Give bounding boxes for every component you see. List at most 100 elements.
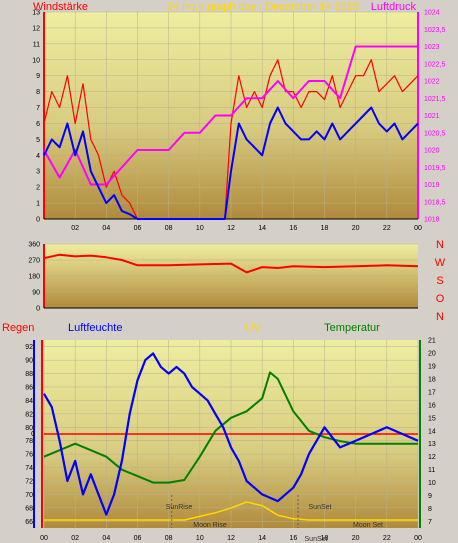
direction-tick-label: 360 [28, 242, 40, 249]
compass-letter: W [435, 257, 446, 269]
temperature-tick-label: 20 [428, 350, 436, 357]
y-left-tick-label: 6 [36, 121, 40, 128]
temperature-tick-label: 15 [428, 415, 436, 422]
y-right-tick-label: 1022,5 [424, 61, 446, 68]
y-right-tick-label: 1022 [424, 79, 440, 86]
humidity-tick-label: 84 [25, 398, 33, 405]
sunrise-label: SunRise [166, 504, 193, 511]
y-right-tick-label: 1018,5 [424, 199, 446, 206]
x-tick-label: 02 [71, 225, 79, 232]
direction-tick-label: 0 [36, 306, 40, 313]
uv-series-line [44, 501, 418, 521]
y-left-tick-label: 12 [32, 25, 40, 32]
x-tick-label-bottom: 06 [134, 535, 142, 542]
x-tick-label-bottom: 04 [102, 535, 110, 542]
x-tick-label-bottom: 22 [383, 535, 391, 542]
humidity-tick-label: 88 [25, 371, 33, 378]
regen-tick-label: 0 [31, 431, 35, 438]
compass-letter: O [436, 293, 445, 305]
y-right-tick-label: 1020 [424, 148, 440, 155]
wind-series-line [43, 106, 419, 220]
x-tick-label-bottom: 20 [352, 535, 360, 542]
temperature-series-line [43, 371, 418, 484]
direction-tick-label: 270 [28, 258, 40, 265]
y-left-tick-label: 11 [33, 41, 40, 48]
y-right-tick-label: 1018 [424, 217, 440, 224]
x-tick-label: 12 [227, 225, 235, 232]
x-tick-label-bottom: 18 [321, 535, 329, 542]
y-right-tick-label: 1019,5 [424, 165, 446, 172]
temperature-tick-label: 11 [428, 467, 435, 474]
y-right-tick-label: 1021,5 [424, 96, 446, 103]
label-regen: Regen [2, 322, 34, 334]
temperature-tick-label: 8 [428, 506, 432, 513]
temperature-tick-label: 9 [428, 493, 432, 500]
compass-letter: N [436, 311, 444, 323]
compass-letter: S [436, 275, 443, 287]
x-tick-label-bottom: 12 [227, 535, 235, 542]
label-luftfeuchte: Luftfeuchte [68, 322, 122, 334]
y-left-tick-label: 8 [36, 89, 40, 96]
humidity-tick-label: 86 [25, 385, 33, 392]
chart-title: 24 hour graph day : Dezember 14 2015 [167, 1, 359, 13]
humidity-tick-label: 68 [25, 505, 33, 512]
gust-series-line [43, 59, 419, 220]
x-tick-label: 04 [102, 225, 110, 232]
humidity-tick-label: 70 [25, 492, 33, 499]
humidity-tick-label: 78 [25, 438, 33, 445]
y-left-tick-label: 13 [32, 10, 40, 17]
label-windstaerke: Windstärke [33, 1, 88, 13]
humidity-tick-label: 66 [25, 519, 33, 526]
x-tick-label: 08 [165, 225, 173, 232]
temperature-tick-label: 17 [428, 389, 436, 396]
x-tick-label: 10 [196, 225, 204, 232]
temperature-tick-label: 7 [428, 519, 432, 526]
y-left-tick-label: 1 [36, 201, 40, 208]
x-tick-label-bottom: 00 [40, 535, 48, 542]
y-left-tick-label: 4 [36, 153, 40, 160]
y-left-tick-label: 0 [36, 217, 40, 224]
y-left-tick-label: 5 [36, 137, 40, 144]
temperature-tick-label: 19 [428, 363, 436, 370]
y-right-tick-label: 1021 [424, 113, 440, 120]
temperature-tick-label: 10 [428, 480, 436, 487]
humidity-tick-label: 80 [25, 425, 33, 432]
humidity-tick-label: 74 [25, 465, 33, 472]
x-tick-label: 06 [134, 225, 142, 232]
direction-tick-label: 90 [32, 290, 40, 297]
humidity-tick-label: 92 [25, 344, 33, 351]
humidity-series-line [43, 352, 419, 516]
temperature-tick-label: 13 [428, 441, 436, 448]
y-right-tick-label: 1023,5 [424, 27, 446, 34]
y-left-tick-label: 10 [32, 57, 40, 64]
pressure-series-line [43, 45, 418, 186]
humidity-tick-label: 76 [25, 452, 33, 459]
y-right-tick-label: 1020,5 [424, 130, 446, 137]
y-left-tick-label: 9 [36, 73, 40, 80]
x-tick-label-bottom: 00 [414, 535, 422, 542]
sunset-label: SunSet [309, 504, 332, 511]
moonset-label: Moon Set [353, 522, 383, 529]
direction-tick-label: 180 [28, 274, 40, 281]
temperature-tick-label: 18 [428, 376, 436, 383]
label-luftdruck: Luftdruck [371, 1, 417, 13]
y-right-tick-label: 1024 [424, 10, 440, 17]
temperature-tick-label: 12 [428, 454, 436, 461]
x-tick-label-bottom: 02 [71, 535, 79, 542]
x-tick-label-bottom: 08 [165, 535, 173, 542]
x-tick-label: 14 [258, 225, 266, 232]
y-right-tick-label: 1023 [424, 44, 440, 51]
x-tick-label: 18 [321, 225, 329, 232]
moonrise-label: Moon Rise [193, 522, 227, 529]
temperature-tick-label: 16 [428, 402, 436, 409]
y-right-tick-label: 1019 [424, 182, 440, 189]
temperature-tick-label: 21 [428, 338, 436, 345]
y-left-tick-label: 2 [36, 185, 40, 192]
direction-series-line [43, 253, 419, 274]
sunset-label-bottom: SunSet [305, 536, 328, 543]
y-left-tick-label: 7 [36, 105, 40, 112]
x-tick-label: 00 [414, 225, 422, 232]
y-left-tick-label: 3 [36, 169, 40, 176]
